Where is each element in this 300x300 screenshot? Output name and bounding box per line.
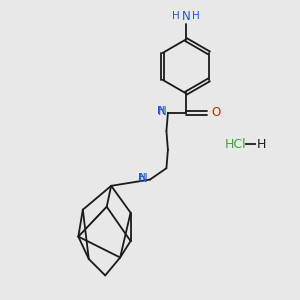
- Text: HCl: HCl: [225, 137, 246, 151]
- Text: N: N: [182, 10, 190, 23]
- Text: N: N: [158, 105, 167, 118]
- Text: H: H: [257, 137, 266, 151]
- Text: N: N: [139, 172, 148, 184]
- Text: H: H: [158, 106, 165, 116]
- Text: H: H: [172, 11, 179, 21]
- Text: H: H: [192, 11, 200, 21]
- Text: O: O: [211, 106, 220, 119]
- Text: H: H: [138, 173, 146, 183]
